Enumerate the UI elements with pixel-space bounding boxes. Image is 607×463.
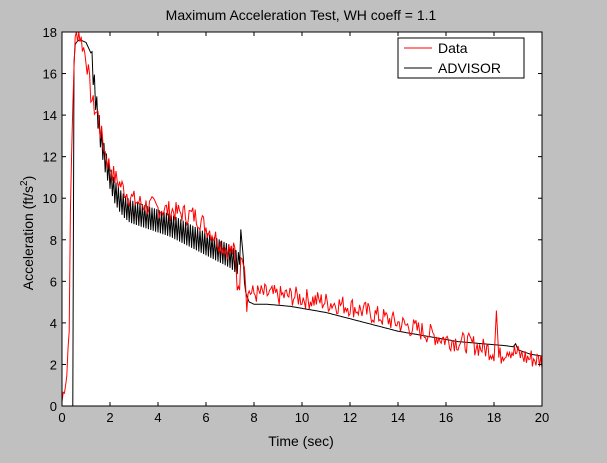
y-tick-label: 10 [43, 191, 57, 206]
y-tick-label: 2 [50, 357, 57, 372]
x-axis-label: Time (sec) [268, 433, 334, 449]
y-tick-label: 12 [43, 150, 57, 165]
legend-label-data: Data [438, 40, 468, 56]
series-layer [61, 31, 543, 407]
y-tick-label: 0 [50, 399, 57, 414]
ticks-layer: 0 2 4 6 8 10 12 14 16 18 20 0 2 4 6 8 10 12 14 16 18 [43, 25, 550, 425]
x-tick-label: 12 [343, 410, 357, 425]
x-tick-label: 10 [295, 410, 309, 425]
chart-title: Maximum Acceleration Test, WH coeff = 1.… [166, 7, 437, 23]
legend: Data ADVISOR [397, 37, 525, 79]
legend-label-advisor: ADVISOR [438, 60, 501, 76]
y-axis-label-close: ) [20, 176, 36, 181]
y-axis-label: Acceleration (ft/s2) [19, 176, 36, 291]
x-tick-label: 16 [439, 410, 453, 425]
y-tick-label: 6 [50, 274, 57, 289]
y-axis-label-main: Acceleration (ft/s [20, 186, 36, 290]
x-tick-label: 6 [202, 410, 209, 425]
x-tick-label: 18 [487, 410, 501, 425]
y-tick-label: 14 [43, 108, 57, 123]
x-tick-label: 8 [250, 410, 257, 425]
y-tick-label: 8 [50, 233, 57, 248]
legend-box [397, 37, 525, 79]
x-tick-label: 2 [106, 410, 113, 425]
y-axis-label-superscript: 2 [19, 180, 30, 186]
x-tick-label: 20 [535, 410, 549, 425]
x-tick-label: 14 [391, 410, 405, 425]
x-tick-label: 4 [154, 410, 161, 425]
y-tick-label: 4 [50, 316, 57, 331]
series-line-data [61, 31, 543, 403]
series-line-advisor [62, 39, 543, 407]
y-tick-label: 16 [43, 67, 57, 82]
x-tick-label: 0 [58, 410, 65, 425]
y-tick-label: 18 [43, 25, 57, 40]
